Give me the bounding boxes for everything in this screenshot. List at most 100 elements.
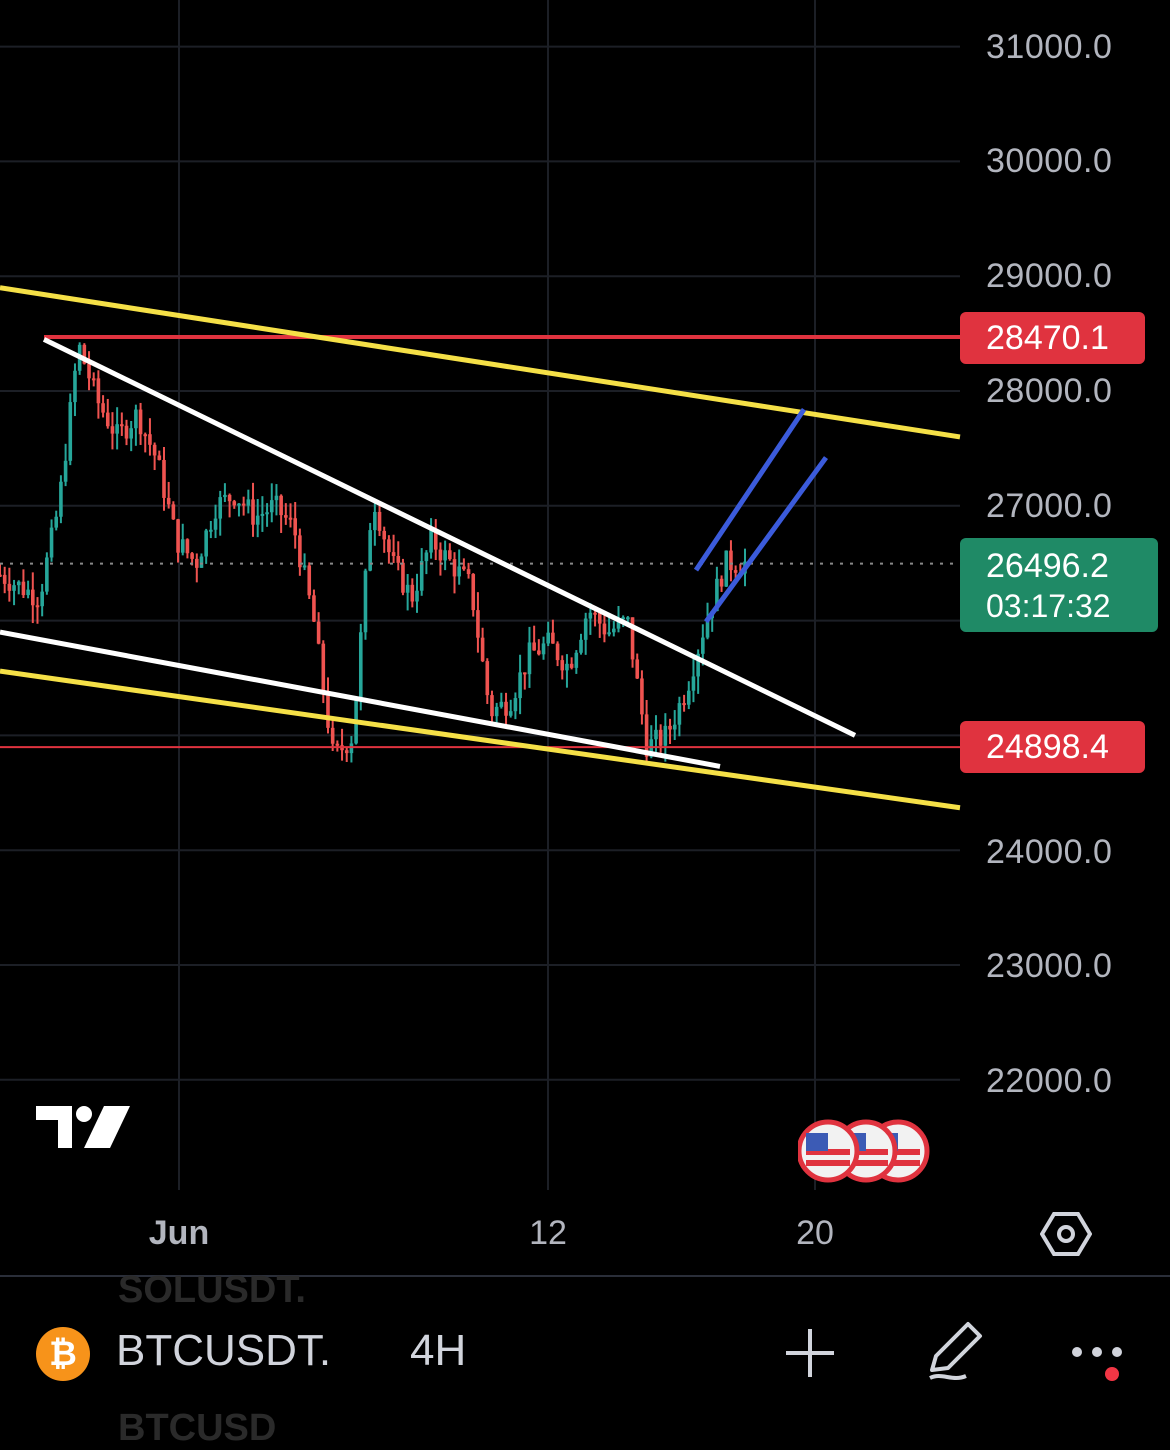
blue-channel-lower: [703, 456, 829, 624]
blue-channel-upper: [693, 407, 807, 572]
candle-body: [316, 621, 321, 644]
candle-body: [87, 363, 91, 379]
candle-body: [35, 605, 40, 608]
candle-body: [63, 460, 68, 482]
candle-body: [668, 725, 672, 730]
candle-body: [274, 495, 279, 501]
candle-body: [691, 676, 696, 691]
y-tick-label: 23000.0: [986, 947, 1113, 985]
candle-body: [654, 729, 658, 740]
candle-body: [644, 714, 649, 757]
candle-body: [260, 513, 265, 516]
ghost-symbol-below: BTCUSD: [118, 1407, 277, 1449]
candle-body: [401, 562, 405, 593]
candle-body: [429, 529, 433, 553]
candle-body: [363, 570, 368, 633]
candle-body: [213, 518, 218, 530]
x-tick-label: 20: [796, 1214, 834, 1252]
candle-body: [396, 556, 401, 563]
candle-body: [626, 617, 630, 620]
trend-drawings: [0, 285, 961, 811]
candle-body: [358, 632, 363, 701]
candle-body: [134, 409, 138, 429]
us-flag-icon: [798, 1119, 860, 1183]
candle-body: [597, 612, 602, 624]
candle-body: [729, 550, 733, 571]
candle-body: [148, 434, 152, 445]
candle-body: [73, 370, 77, 403]
yellow-channel-lower: [0, 668, 961, 811]
candle-body: [419, 561, 424, 591]
candle-body: [579, 639, 583, 653]
candle-body: [302, 565, 307, 568]
candle-body: [443, 550, 447, 561]
tradingview-logo: [36, 1106, 130, 1148]
candle-body: [171, 504, 176, 520]
y-tick-label: 30000.0: [986, 142, 1113, 180]
candle-body: [284, 515, 288, 518]
gear-icon[interactable]: [1040, 1208, 1092, 1260]
candle-body: [715, 578, 719, 612]
candle-body: [68, 402, 73, 461]
price-chart[interactable]: [0, 0, 1170, 1275]
plus-icon[interactable]: [782, 1325, 838, 1381]
candle-body: [241, 503, 246, 506]
pen-icon[interactable]: [922, 1318, 988, 1384]
candle-body: [433, 529, 438, 550]
candle-body: [415, 590, 419, 602]
more-dots-icon[interactable]: [1068, 1340, 1130, 1382]
candle-body: [672, 724, 677, 730]
candle-body: [551, 632, 555, 644]
candle-body: [391, 552, 396, 557]
candle-body: [635, 659, 640, 679]
candle-body: [26, 589, 30, 596]
candle-body: [312, 595, 316, 622]
candle-body: [326, 690, 330, 728]
interval-selector[interactable]: 4H: [410, 1326, 467, 1375]
candle-body: [532, 642, 536, 651]
candle-body: [518, 672, 522, 699]
candle-body: [682, 703, 686, 706]
candle-body: [307, 565, 312, 596]
candle-body: [373, 511, 377, 531]
candle-body: [476, 610, 480, 638]
candle-body: [110, 426, 115, 434]
candle-body: [265, 512, 269, 515]
candle-body: [504, 701, 508, 716]
candle-body: [724, 550, 729, 587]
candle-body: [138, 409, 143, 435]
candle-body: [602, 623, 607, 635]
current-price-value: 26496.2: [986, 547, 1109, 585]
candle-body: [180, 539, 185, 553]
candle-body: [452, 559, 457, 577]
us-flag-icon[interactable]: [798, 1116, 938, 1186]
y-tick-label: 22000.0: [986, 1062, 1113, 1100]
candle-body: [237, 503, 241, 506]
candle-body: [490, 695, 494, 717]
candle-body: [143, 434, 148, 437]
candle-body: [382, 530, 387, 540]
candle-body: [129, 428, 133, 439]
candle-body: [91, 378, 96, 381]
candle-body: [457, 566, 461, 577]
candle-body: [537, 650, 541, 655]
candle-body: [269, 500, 274, 513]
symbol-name[interactable]: BTCUSDT.: [116, 1326, 332, 1375]
candle-body: [701, 637, 705, 654]
candle-body: [686, 690, 691, 705]
candle-body: [45, 557, 49, 592]
bar-countdown: 03:17:32: [986, 588, 1111, 624]
y-tick-label: 28000.0: [986, 372, 1113, 410]
candle-body: [621, 617, 625, 620]
candle-body: [190, 553, 194, 559]
candle-body: [293, 518, 297, 536]
x-tick-label: Jun: [148, 1214, 210, 1252]
candle-body: [438, 549, 443, 561]
candle-body: [593, 612, 597, 615]
candle-body: [522, 672, 527, 675]
candle-body: [546, 632, 551, 644]
candle-body: [279, 495, 283, 516]
candle-body: [588, 612, 593, 619]
candle-body: [405, 584, 410, 593]
candle-body: [696, 653, 700, 677]
